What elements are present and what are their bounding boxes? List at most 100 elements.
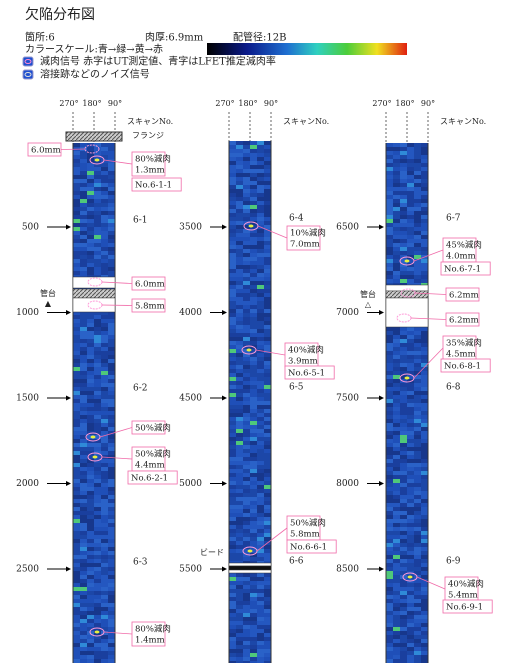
scan-cell — [87, 203, 94, 207]
scan-cell — [243, 277, 250, 281]
scan-cell — [257, 309, 264, 313]
scan-cell — [264, 189, 271, 193]
annotation-box — [131, 446, 166, 472]
scan-cell — [257, 597, 264, 601]
scan-cell — [264, 421, 271, 425]
scan-cell — [229, 577, 236, 581]
scan-cell — [264, 161, 271, 165]
scan-cell — [101, 187, 108, 191]
scan-cell — [250, 357, 257, 361]
scan-cell — [393, 479, 400, 483]
scan-cell — [421, 555, 428, 559]
scan-cell — [407, 411, 414, 415]
scan-cell — [243, 521, 250, 525]
legend-icon — [22, 56, 34, 67]
scan-cell — [250, 169, 257, 173]
scan-cell — [393, 363, 400, 367]
scan-cell — [407, 471, 414, 475]
scan-cell — [94, 491, 101, 495]
scan-cell — [407, 363, 414, 367]
scan-cell — [80, 151, 87, 155]
scan-cell — [80, 547, 87, 551]
scan-cell — [400, 519, 407, 523]
scan-cell — [257, 305, 264, 309]
scan-cell — [236, 165, 243, 169]
annotation-box — [284, 342, 319, 368]
scan-cell — [393, 207, 400, 211]
scan-cell — [400, 247, 407, 251]
scan-cell — [94, 191, 101, 195]
scan-cell — [264, 633, 271, 637]
scan-cell — [386, 187, 393, 191]
scan-cell — [250, 189, 257, 193]
scan-cell — [250, 441, 257, 445]
scan-cell — [73, 483, 80, 487]
scan-cell — [236, 541, 243, 545]
marker-symbol: ▲ — [45, 299, 52, 308]
scan-cell — [386, 623, 393, 627]
scan-cell — [229, 341, 236, 345]
scan-cell — [229, 433, 236, 437]
scan-cell — [264, 517, 271, 521]
scan-cell — [250, 437, 257, 441]
scan-cell — [400, 215, 407, 219]
scan-label: 6-6 — [289, 557, 304, 567]
scan-cell — [94, 171, 101, 175]
scan-cell — [386, 147, 393, 151]
scan-cell — [236, 589, 243, 593]
scan-cell — [73, 543, 80, 547]
scan-cell — [73, 191, 80, 195]
scan-cell — [386, 331, 393, 335]
scan-cell — [101, 147, 108, 151]
scan-cell — [257, 345, 264, 349]
scan-cell — [400, 339, 407, 343]
scan-cell — [257, 237, 264, 241]
scan-cell — [80, 215, 87, 219]
scan-cell — [414, 215, 421, 219]
scan-cell — [407, 439, 414, 443]
scan-cell — [108, 347, 115, 351]
scan-cell — [414, 363, 421, 367]
scan-cell — [108, 203, 115, 207]
scan-cell — [108, 167, 115, 171]
scan-cell — [264, 209, 271, 213]
scan-cell — [421, 199, 428, 203]
scan-cell — [101, 555, 108, 559]
scan-cell — [257, 553, 264, 557]
scan-cell — [229, 173, 236, 177]
scan-cell — [236, 537, 243, 541]
scan-cell — [87, 331, 94, 335]
scan-cell — [414, 159, 421, 163]
scan-cell — [87, 359, 94, 363]
scan-cell — [386, 247, 393, 251]
scan-cell — [94, 579, 101, 583]
scan-cell — [108, 547, 115, 551]
scan-cell — [236, 337, 243, 341]
scan-cell — [250, 497, 257, 501]
scan-cell — [108, 379, 115, 383]
scan-cell — [257, 273, 264, 277]
scan-cell — [73, 391, 80, 395]
scan-cell — [414, 587, 421, 591]
scan-cell — [414, 551, 421, 555]
scan-cell — [386, 223, 393, 227]
scan-cell — [108, 147, 115, 151]
scan-cell — [386, 547, 393, 551]
scan-cell — [101, 531, 108, 535]
marker-label: 管台 — [360, 289, 376, 299]
scan-cell — [386, 379, 393, 383]
scan-cell — [94, 151, 101, 155]
scan-cell — [257, 405, 264, 409]
scan-cell — [80, 495, 87, 499]
scan-cell — [236, 601, 243, 605]
scan-cell — [94, 343, 101, 347]
scan-cell — [386, 219, 393, 223]
scan-cell — [236, 273, 243, 277]
scan-cell — [229, 441, 236, 445]
scan-cell — [250, 309, 257, 313]
scan-cell — [386, 155, 393, 159]
scan-cell — [407, 503, 414, 507]
scan-cell — [101, 271, 108, 275]
scan-cell — [386, 643, 393, 647]
marker-symbol: △ — [365, 300, 372, 309]
